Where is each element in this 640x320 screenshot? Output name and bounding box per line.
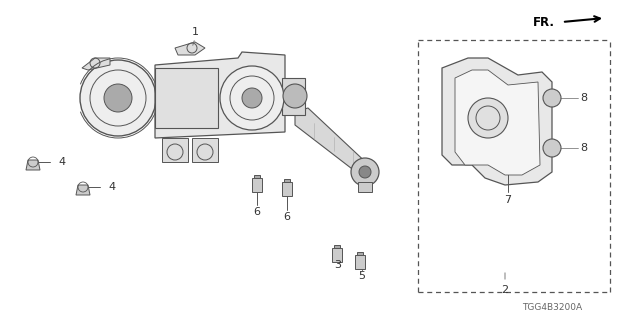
Polygon shape	[358, 182, 372, 192]
Polygon shape	[442, 58, 552, 185]
Circle shape	[468, 98, 508, 138]
Text: FR.: FR.	[533, 15, 555, 28]
Circle shape	[220, 66, 284, 130]
Text: 8: 8	[580, 93, 587, 103]
Polygon shape	[282, 182, 292, 196]
Polygon shape	[175, 42, 205, 55]
Polygon shape	[282, 78, 305, 115]
Polygon shape	[332, 248, 342, 262]
Text: 3: 3	[335, 260, 342, 270]
Text: 5: 5	[358, 271, 365, 281]
Polygon shape	[284, 179, 290, 182]
Text: 4: 4	[108, 182, 115, 192]
Circle shape	[283, 84, 307, 108]
Circle shape	[359, 166, 371, 178]
Text: 6: 6	[253, 207, 260, 217]
Circle shape	[543, 89, 561, 107]
Text: TGG4B3200A: TGG4B3200A	[522, 303, 582, 312]
Polygon shape	[295, 108, 372, 175]
Polygon shape	[334, 245, 340, 248]
Polygon shape	[155, 52, 285, 138]
Circle shape	[242, 88, 262, 108]
Polygon shape	[455, 70, 540, 175]
Polygon shape	[26, 160, 40, 170]
Polygon shape	[82, 58, 110, 70]
Polygon shape	[254, 175, 260, 178]
Polygon shape	[355, 255, 365, 269]
Polygon shape	[155, 68, 218, 128]
Circle shape	[351, 158, 379, 186]
Circle shape	[104, 84, 132, 112]
Circle shape	[80, 60, 156, 136]
Text: 6: 6	[284, 212, 291, 222]
Text: 8: 8	[580, 143, 587, 153]
Polygon shape	[76, 185, 90, 195]
Polygon shape	[252, 178, 262, 192]
Polygon shape	[357, 252, 363, 255]
Polygon shape	[162, 138, 188, 162]
Text: 1: 1	[191, 27, 198, 37]
Text: 4: 4	[58, 157, 65, 167]
Text: 7: 7	[504, 195, 511, 205]
Circle shape	[543, 139, 561, 157]
Text: 2: 2	[501, 285, 509, 295]
Polygon shape	[192, 138, 218, 162]
